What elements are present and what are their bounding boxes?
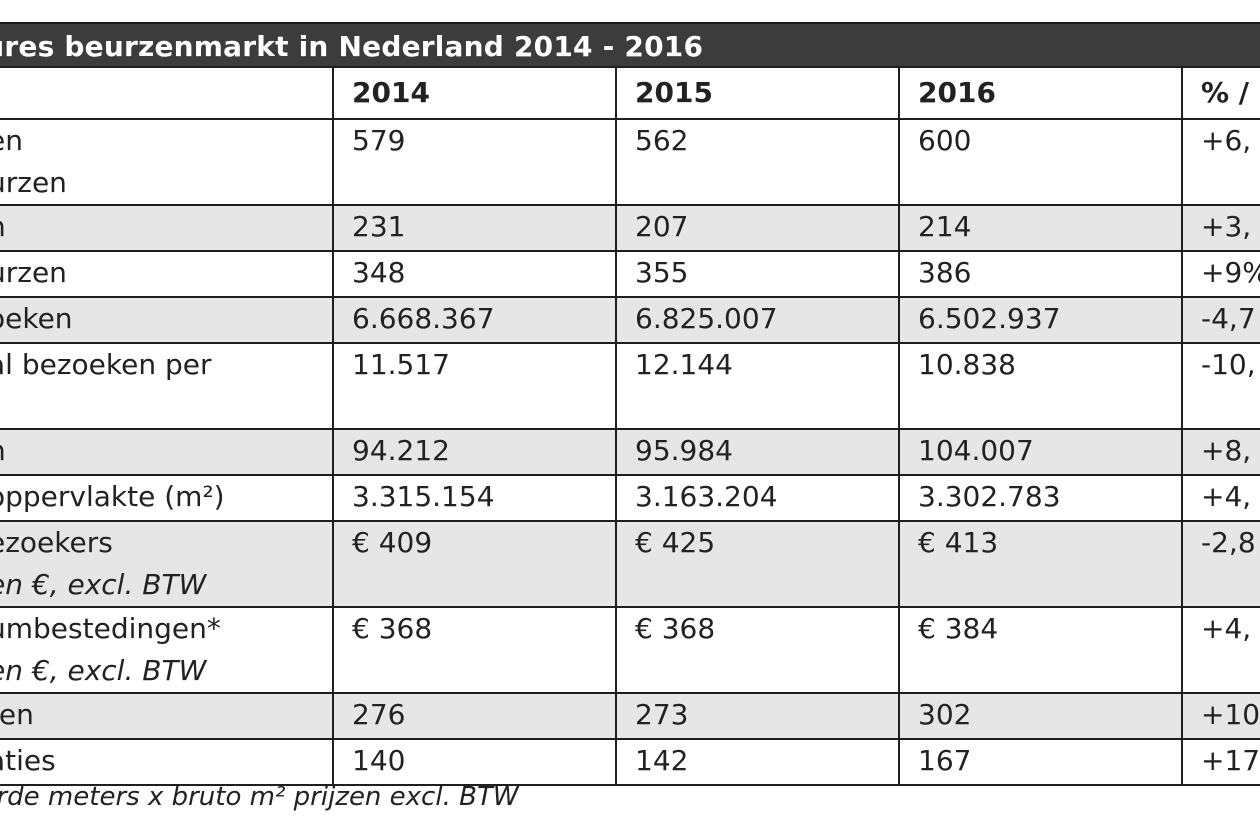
value-2014-cell: 231 bbox=[332, 204, 617, 252]
value-2015-cell: 562 bbox=[615, 118, 900, 206]
table-row: oppervlakte (m²) 3.315.154 3.163.204 3.302.… bbox=[0, 474, 1260, 522]
row-label: oeken bbox=[1, 302, 73, 335]
value-2016-cell: 10.838 bbox=[898, 342, 1183, 430]
value-change-cell: +9% bbox=[1181, 250, 1260, 298]
row-label-cell: n bbox=[0, 428, 334, 476]
row-label-note: en €, excl. BTW bbox=[0, 654, 207, 687]
value-2016-cell: 302 bbox=[898, 692, 1183, 740]
row-label-cell: aties bbox=[0, 738, 334, 786]
header-2016: 2016 bbox=[898, 66, 1183, 120]
row-label: ezoekers bbox=[0, 526, 113, 559]
value-change-cell: -10, bbox=[1181, 342, 1260, 430]
value-2015-cell: 273 bbox=[615, 692, 900, 740]
row-label: aties bbox=[1, 744, 56, 777]
value-2016-cell: 167 bbox=[898, 738, 1183, 786]
table-header-row: 2014 2015 2016 % / bbox=[0, 66, 1260, 120]
value-2015-cell: 3.163.204 bbox=[615, 474, 900, 522]
value-2016-cell: € 413 bbox=[898, 520, 1183, 608]
table-body: enurzen579562600+6,n231207214+3,urzen348… bbox=[0, 118, 1260, 786]
value-2014-cell: 3.315.154 bbox=[332, 474, 617, 522]
value-change-cell: +3, bbox=[1181, 204, 1260, 252]
value-2015-cell: 355 bbox=[615, 250, 900, 298]
row-label-cell: en urzen bbox=[0, 118, 334, 206]
value-2014-cell: € 409 bbox=[332, 520, 617, 608]
row-label: umbestedingen* bbox=[0, 612, 221, 645]
value-2014-cell: 6.668.367 bbox=[332, 296, 617, 344]
header-2014: 2014 bbox=[332, 66, 617, 120]
value-2014-cell: 276 bbox=[332, 692, 617, 740]
header-label-column bbox=[0, 66, 334, 120]
value-2016-cell: 3.302.783 bbox=[898, 474, 1183, 522]
row-label: urzen bbox=[1, 166, 67, 199]
value-2015-cell: € 425 bbox=[615, 520, 900, 608]
table-row: umbestedingen* en €, excl. BTW € 368 € 368 €… bbox=[0, 606, 1260, 694]
statistics-table: 2014 2015 2016 % / enurzen579562600+6,n2… bbox=[0, 66, 1260, 786]
table-title: gures beurzenmarkt in Nederland 2014 - 2… bbox=[0, 30, 704, 63]
value-change-cell: +6, bbox=[1181, 118, 1260, 206]
footnote: urde meters x bruto m² prijzen excl. BTW bbox=[0, 782, 519, 812]
value-2015-cell: 207 bbox=[615, 204, 900, 252]
value-2015-cell: 6.825.007 bbox=[615, 296, 900, 344]
table-row: n231207214+3, bbox=[0, 204, 1260, 252]
table-row: ezoekers en €, excl. BTW € 409 € 425 € 413 -2… bbox=[0, 520, 1260, 608]
header-change: % / bbox=[1181, 66, 1260, 120]
value-2014-cell: 94.212 bbox=[332, 428, 617, 476]
value-change-cell: +4, bbox=[1181, 606, 1260, 694]
value-change-cell: +17 bbox=[1181, 738, 1260, 786]
value-change-cell: +10 bbox=[1181, 692, 1260, 740]
row-label-cell: oppervlakte (m²) bbox=[0, 474, 334, 522]
value-2015-cell: € 368 bbox=[615, 606, 900, 694]
value-2014-cell: € 368 bbox=[332, 606, 617, 694]
row-label: n bbox=[1, 431, 331, 472]
value-2014-cell: 11.517 bbox=[332, 342, 617, 430]
row-label: oppervlakte (m²) bbox=[0, 480, 225, 513]
row-label: ren bbox=[0, 698, 34, 731]
row-label-cell: ren bbox=[0, 692, 334, 740]
value-2016-cell: 600 bbox=[898, 118, 1183, 206]
value-2014-cell: 348 bbox=[332, 250, 617, 298]
row-label-cell: urzen bbox=[0, 250, 334, 298]
value-2016-cell: 104.007 bbox=[898, 428, 1183, 476]
value-2016-cell: 386 bbox=[898, 250, 1183, 298]
value-2016-cell: € 384 bbox=[898, 606, 1183, 694]
value-2016-cell: 214 bbox=[898, 204, 1183, 252]
row-label: en bbox=[1, 124, 23, 157]
row-label: al bezoeken per bbox=[0, 348, 212, 381]
table-row: al bezoeken per 11.517 12.144 10.838 -10, bbox=[0, 342, 1260, 430]
value-2015-cell: 95.984 bbox=[615, 428, 900, 476]
value-2014-cell: 579 bbox=[332, 118, 617, 206]
value-change-cell: -2,8 bbox=[1181, 520, 1260, 608]
header-2015: 2015 bbox=[615, 66, 900, 120]
value-2014-cell: 140 bbox=[332, 738, 617, 786]
value-change-cell: -4,7 bbox=[1181, 296, 1260, 344]
row-label-cell: al bezoeken per bbox=[0, 342, 334, 430]
table-title-bar: gures beurzenmarkt in Nederland 2014 - 2… bbox=[0, 22, 1260, 66]
value-change-cell: +8, bbox=[1181, 428, 1260, 476]
value-2015-cell: 142 bbox=[615, 738, 900, 786]
row-label-cell: umbestedingen* en €, excl. BTW bbox=[0, 606, 334, 694]
row-label: n bbox=[1, 207, 331, 248]
row-label-cell: n bbox=[0, 204, 334, 252]
row-label: urzen bbox=[1, 256, 67, 289]
value-2015-cell: 12.144 bbox=[615, 342, 900, 430]
row-label-cell: ezoekers en €, excl. BTW bbox=[0, 520, 334, 608]
row-label-cell: oeken bbox=[0, 296, 334, 344]
row-label-note: en €, excl. BTW bbox=[0, 568, 207, 601]
value-change-cell: +4, bbox=[1181, 474, 1260, 522]
value-2016-cell: 6.502.937 bbox=[898, 296, 1183, 344]
